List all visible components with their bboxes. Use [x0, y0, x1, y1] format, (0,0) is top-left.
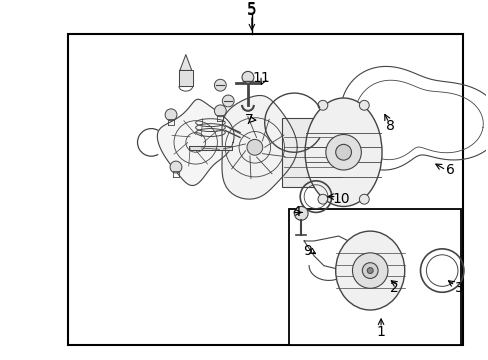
Polygon shape — [188, 146, 232, 150]
Circle shape — [347, 267, 359, 278]
Text: 5: 5 — [246, 3, 256, 18]
Circle shape — [366, 267, 372, 274]
Polygon shape — [180, 55, 191, 71]
Circle shape — [222, 95, 234, 107]
Text: 4: 4 — [291, 206, 300, 219]
Ellipse shape — [305, 98, 381, 207]
Text: 8: 8 — [386, 119, 395, 132]
Circle shape — [317, 100, 327, 110]
Text: 5: 5 — [246, 2, 256, 17]
Text: 3: 3 — [454, 281, 463, 295]
Circle shape — [246, 139, 262, 155]
Circle shape — [170, 161, 182, 173]
Circle shape — [352, 253, 387, 288]
Text: 10: 10 — [332, 192, 350, 206]
Text: 11: 11 — [252, 71, 270, 85]
Circle shape — [294, 207, 307, 220]
Bar — [282, 118, 343, 187]
Text: 6: 6 — [445, 163, 453, 177]
Circle shape — [214, 79, 226, 91]
Circle shape — [325, 135, 361, 170]
Circle shape — [335, 144, 351, 160]
Circle shape — [359, 194, 368, 204]
Ellipse shape — [335, 231, 404, 310]
Circle shape — [359, 100, 368, 110]
Polygon shape — [222, 95, 297, 199]
Polygon shape — [179, 71, 192, 86]
Polygon shape — [304, 236, 363, 271]
Circle shape — [165, 109, 177, 121]
Text: 2: 2 — [390, 281, 398, 295]
Text: 7: 7 — [244, 113, 253, 127]
Bar — [68, 34, 462, 345]
Text: 9: 9 — [302, 244, 311, 258]
Text: 1: 1 — [376, 325, 385, 339]
Polygon shape — [157, 99, 234, 185]
Circle shape — [362, 263, 377, 278]
Circle shape — [242, 71, 253, 83]
Circle shape — [214, 105, 226, 117]
Circle shape — [317, 194, 327, 204]
Bar — [289, 210, 460, 345]
